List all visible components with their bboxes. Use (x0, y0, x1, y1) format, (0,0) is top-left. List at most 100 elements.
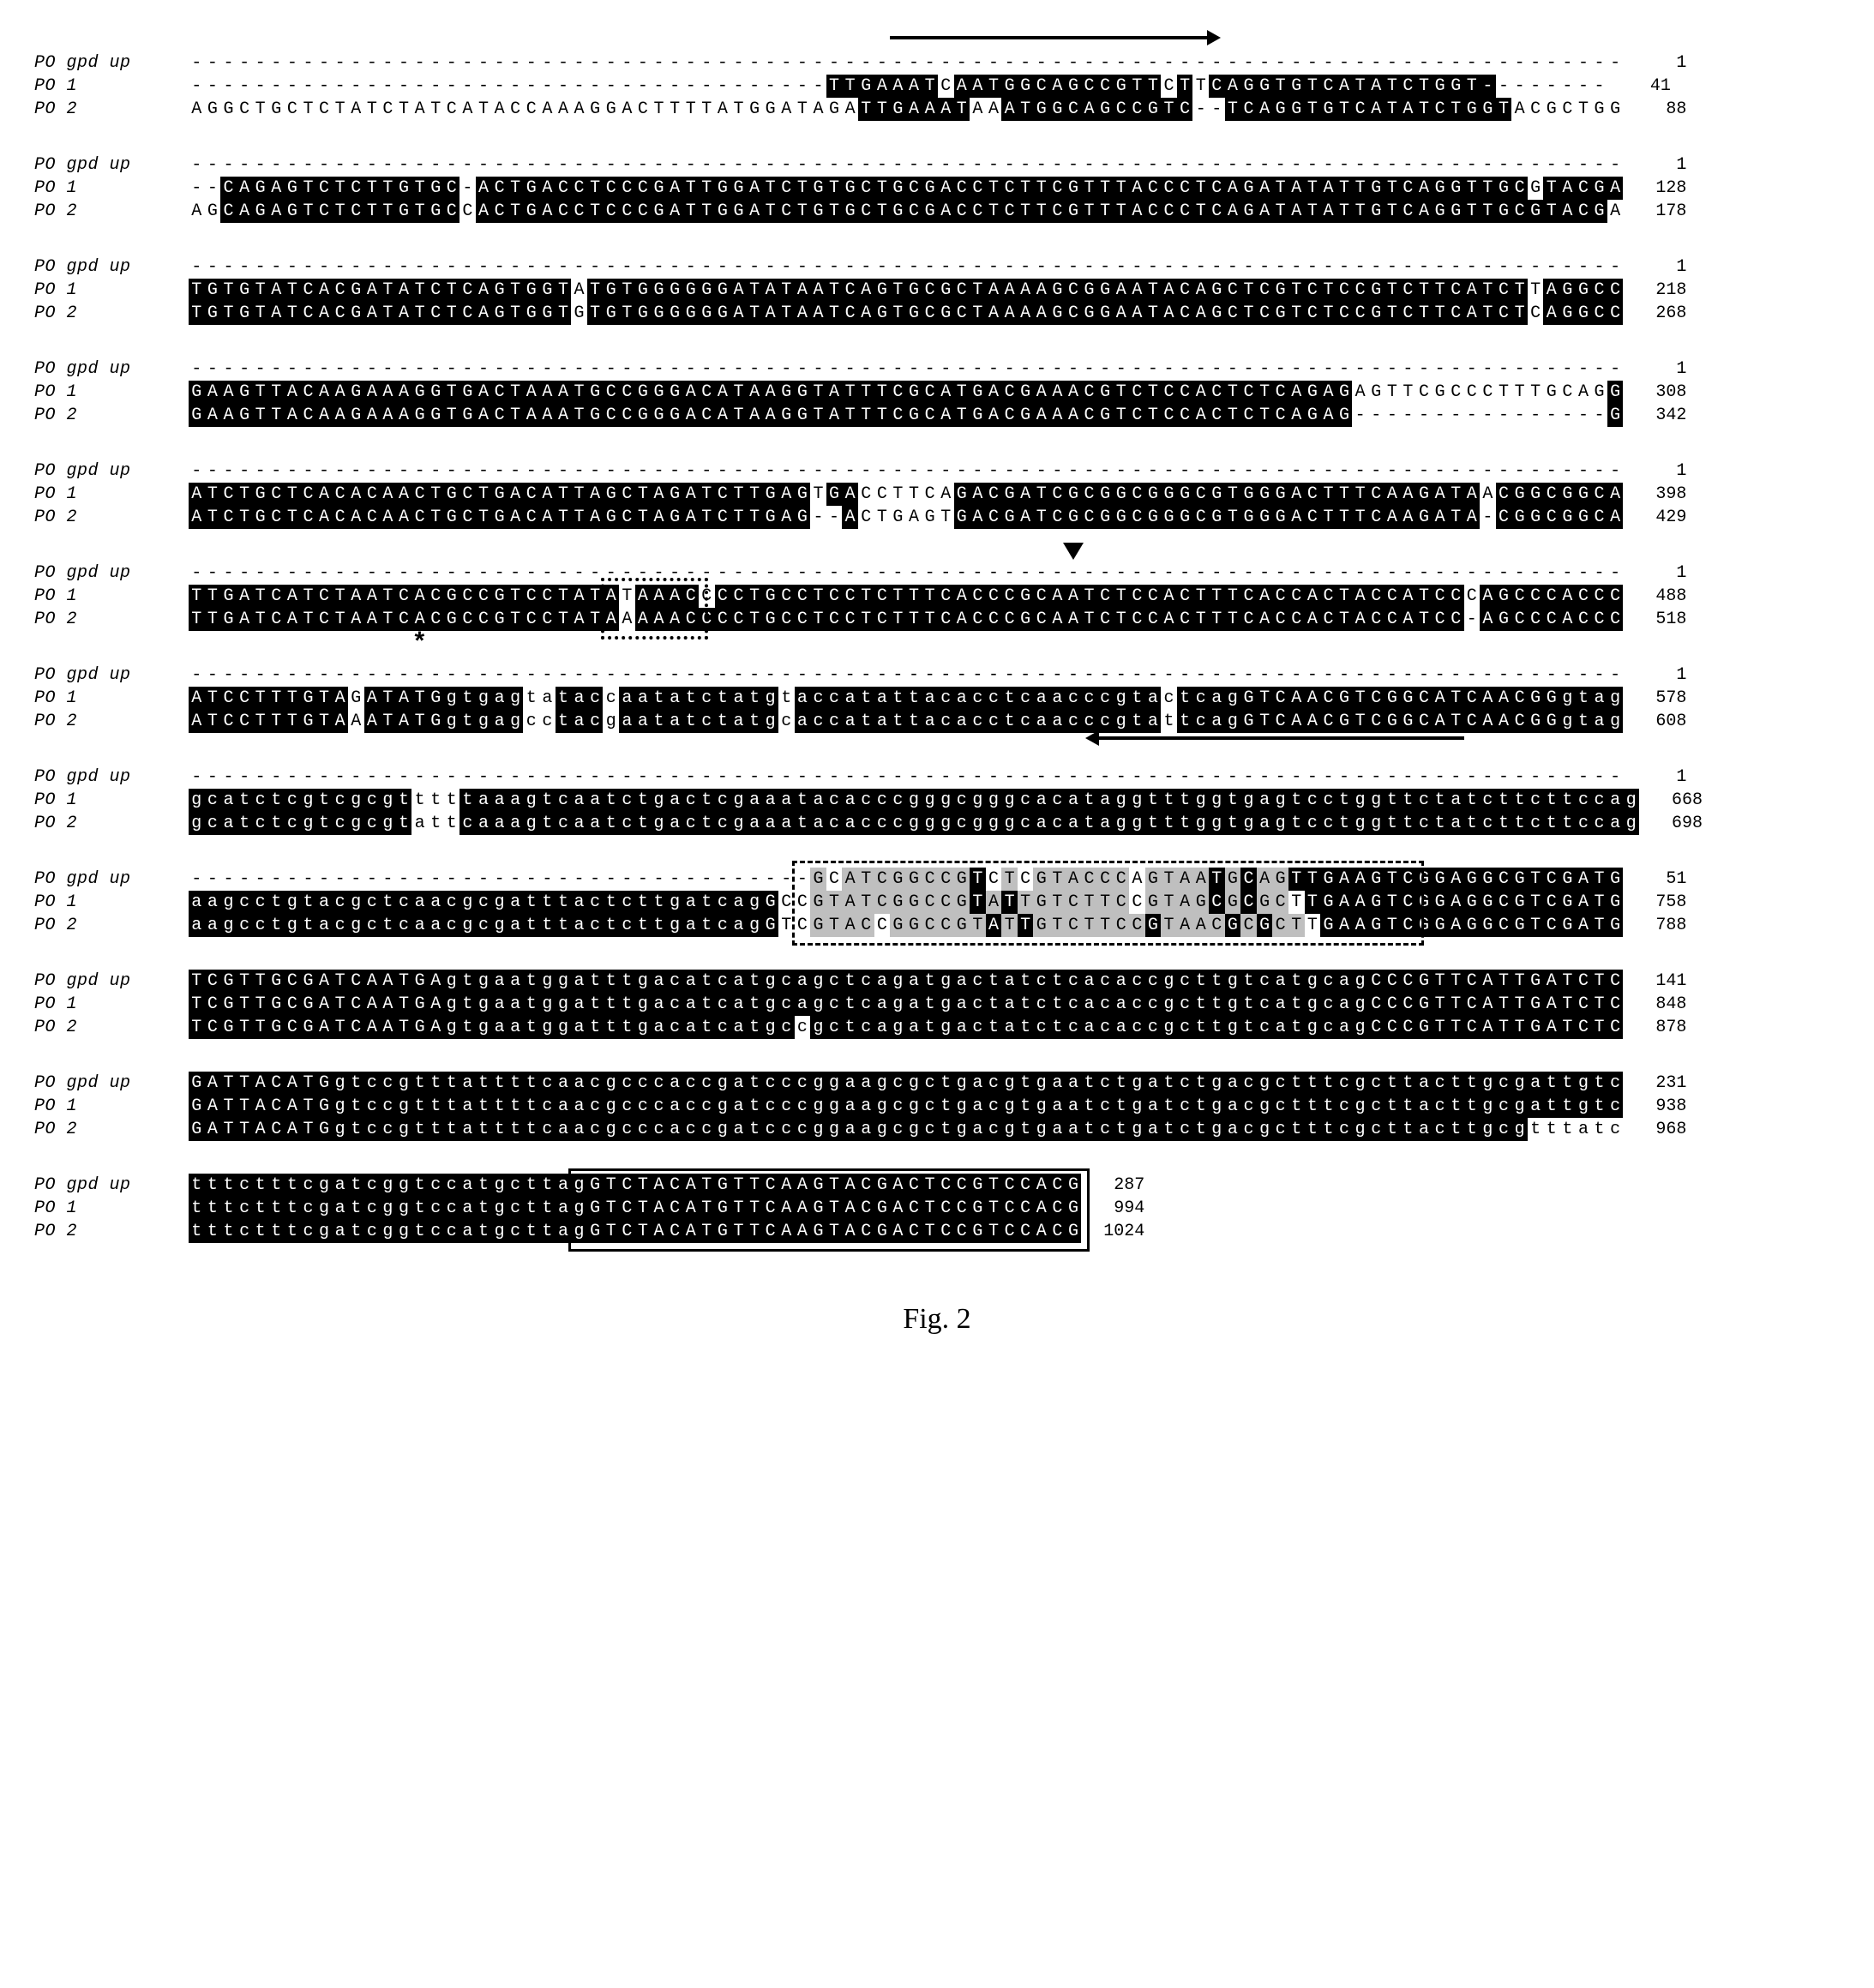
alignment-row: PO 1TCGTTGCGATCAATGAgtgaatggatttgacatcat… (34, 993, 1840, 1016)
sequence-end-position: 268 (1635, 302, 1686, 325)
sequence-label: PO 2 (34, 98, 189, 121)
sequence-text: GATTACATGgtccgtttattttcaacgcccaccgatcccg… (189, 1118, 1623, 1141)
alignment-block: PO gpd up-------------------------------… (34, 153, 1840, 223)
sequence-text: ----------------------------------------… (189, 459, 1623, 483)
sequence-end-position: 938 (1635, 1095, 1686, 1118)
sequence-label: PO 1 (34, 993, 189, 1016)
sequence-label: PO gpd up (34, 1072, 189, 1095)
forward-primer-arrow (890, 36, 1209, 39)
sequence-label: PO 2 (34, 1118, 189, 1141)
sequence-label: PO 2 (34, 404, 189, 427)
sequence-end-position: 308 (1635, 381, 1686, 404)
sequence-label: PO 2 (34, 302, 189, 325)
sequence-label: PO 1 (34, 381, 189, 404)
alignment-row: PO 2gcatctcgtcgcgtattcaaagtcaatctgactcga… (34, 812, 1840, 835)
alignment-row: PO gpd up-------------------------------… (34, 766, 1840, 789)
alignment-row: PO 1aagcctgtacgctcaacgcgatttactcttgatcag… (34, 891, 1840, 914)
sequence-text: ATCTGCTCACACAACTGCTGACATTAGCTAGATCTTGAGT… (189, 483, 1623, 506)
alignment-row: PO gpd upTCGTTGCGATCAATGAgtgaatggatttgac… (34, 970, 1840, 993)
alignment-block: PO gpd up-------------------------------… (34, 51, 1840, 121)
sequence-end-position: 1 (1635, 766, 1686, 789)
sequence-text: tttctttcgatcggtccatgcttagGTCTACATGTTCAAG… (189, 1197, 1081, 1220)
alignment-block: PO gpd upGATTACATGgtccgtttattttcaacgccca… (34, 1072, 1840, 1141)
alignment-row: PO 1------------------------------------… (34, 75, 1840, 98)
sequence-text: ----------------------------------------… (189, 562, 1623, 585)
alignment-row: PO 1gcatctcgtcgcgtttttaaagtcaatctgactcga… (34, 789, 1840, 812)
sequence-label: PO 1 (34, 483, 189, 506)
sequence-end-position: 488 (1635, 585, 1686, 608)
sequence-text: TCGTTGCGATCAATGAgtgaatggatttgacatcatgcag… (189, 970, 1623, 993)
alignment-row: PO 2GAAGTTACAAGAAAGGTGACTAAATGCCGGGACATA… (34, 404, 1840, 427)
sequence-label: PO 2 (34, 1016, 189, 1039)
sequence-label: PO 1 (34, 177, 189, 200)
alignment-row: PO 1tttctttcgatcggtccatgcttagGTCTACATGTT… (34, 1197, 1840, 1220)
sequence-label: PO gpd up (34, 51, 189, 75)
reverse-primer-arrow (1097, 736, 1464, 740)
alignment-row: PO 1GATTACATGgtccgtttattttcaacgcccaccgat… (34, 1095, 1840, 1118)
sequence-label: PO gpd up (34, 255, 189, 279)
sequence-end-position: 429 (1635, 506, 1686, 529)
transcription-start-marker (1063, 543, 1084, 560)
sequence-label: PO gpd up (34, 1174, 189, 1197)
alignment-row: PO 1ATCCTTTGTAGATATGgtgagtataccaatatctat… (34, 687, 1840, 710)
sequence-end-position: 848 (1635, 993, 1686, 1016)
sequence-text: TTGATCATCTAATCACGCCGTCCTATATAAACCCCTGCCT… (189, 585, 1623, 608)
sequence-text: ----------------------------------------… (189, 75, 1607, 98)
alignment-row: PO gpd up-------------------------------… (34, 459, 1840, 483)
alignment-block: PO gpd up-------------------------------… (34, 357, 1840, 427)
sequence-text: TGTGTATCACGATATCTCAGTGGTATGTGGGGGGATATAA… (189, 279, 1623, 302)
alignment-row: PO 2AGGCTGCTCTATCTATCATACCAAAGGACTTTTATG… (34, 98, 1840, 121)
sequence-text: aagcctgtacgctcaacgcgatttactcttgatcagGCCG… (189, 891, 1623, 914)
sequence-label: PO gpd up (34, 868, 189, 891)
alignment-row: PO 2GATTACATGgtccgtttattttcaacgcccaccgat… (34, 1118, 1840, 1141)
alignment-row: PO 2TCGTTGCGATCAATGAgtgaatggatttgacatcat… (34, 1016, 1840, 1039)
sequence-label: PO gpd up (34, 970, 189, 993)
sequence-label: PO 2 (34, 812, 189, 835)
sequence-label: PO gpd up (34, 766, 189, 789)
sequence-text: ATCCTTTGTAAATATGgtgagcctacgaatatctatgcac… (189, 710, 1623, 733)
sequence-text: AGGCTGCTCTATCTATCATACCAAAGGACTTTTATGGATA… (189, 98, 1623, 121)
alignment-row: PO 1TTGATCATCTAATCACGCCGTCCTATATAAACCCCT… (34, 585, 1840, 608)
sequence-label: PO 2 (34, 608, 189, 631)
sequence-text: ----------------------------------------… (189, 664, 1623, 687)
sequence-end-position: 231 (1635, 1072, 1686, 1095)
sequence-end-position: 398 (1635, 483, 1686, 506)
sequence-end-position: 1 (1635, 459, 1686, 483)
alignment-row: PO gpd up-------------------------------… (34, 255, 1840, 279)
alignment-row: PO 2tttctttcgatcggtccatgcttagGTCTACATGTT… (34, 1220, 1840, 1243)
alignment-row: PO gpd upGATTACATGgtccgtttattttcaacgccca… (34, 1072, 1840, 1095)
sequence-end-position: 1024 (1093, 1220, 1144, 1243)
sequence-label: PO 2 (34, 710, 189, 733)
alignment-row: PO 2TGTGTATCACGATATCTCAGTGGTGTGTGGGGGGAT… (34, 302, 1840, 325)
alignment-block: PO gpd up-------------------------------… (34, 766, 1840, 835)
alignment-row: PO gpd uptttctttcgatcggtccatgcttagGTCTAC… (34, 1174, 1840, 1197)
sequence-text: ATCTGCTCACACAACTGCTGACATTAGCTAGATCTTGAG-… (189, 506, 1623, 529)
sequence-end-position: 698 (1651, 812, 1703, 835)
alignment-row: PO gpd up-------------------------------… (34, 153, 1840, 177)
sequence-text: TGTGTATCACGATATCTCAGTGGTGTGTGGGGGGATATAA… (189, 302, 1623, 325)
alignment-row: PO gpd up-------------------------------… (34, 51, 1840, 75)
sequence-end-position: 41 (1619, 75, 1671, 98)
sequence-end-position: 342 (1635, 404, 1686, 427)
alignment-row: PO 2TTGATCATCTAATCACGCCGTCCTATAAAAACCCCT… (34, 608, 1840, 631)
sequence-label: PO 1 (34, 1095, 189, 1118)
alignment-block: PO gpd up-------------------------------… (34, 562, 1840, 631)
sequence-label: PO gpd up (34, 357, 189, 381)
sequence-text: GAAGTTACAAGAAAGGTGACTAAATGCCGGGACATAAGGT… (189, 381, 1623, 404)
sequence-text: TCGTTGCGATCAATGAgtgaatggatttgacatcatgccg… (189, 1016, 1623, 1039)
alignment-row: PO gpd up-------------------------------… (34, 664, 1840, 687)
sequence-end-position: 128 (1635, 177, 1686, 200)
sequence-text: ----------------------------------------… (189, 51, 1623, 75)
sequence-label: PO 2 (34, 1220, 189, 1243)
alignment-row: PO gpd up-------------------------------… (34, 868, 1840, 891)
sequence-end-position: 141 (1635, 970, 1686, 993)
alignment-row: PO gpd up-------------------------------… (34, 562, 1840, 585)
sequence-label: PO gpd up (34, 664, 189, 687)
sequence-text: ----------------------------------------… (189, 766, 1623, 789)
alignment-block: PO gpd up-------------------------------… (34, 868, 1840, 937)
sequence-end-position: 788 (1635, 914, 1686, 937)
figure-caption: Fig. 2 (34, 1303, 1840, 1336)
sequence-text: ----------------------------------------… (189, 255, 1623, 279)
sequence-end-position: 218 (1635, 279, 1686, 302)
sequence-text: ---------------------------------------G… (189, 868, 1623, 891)
